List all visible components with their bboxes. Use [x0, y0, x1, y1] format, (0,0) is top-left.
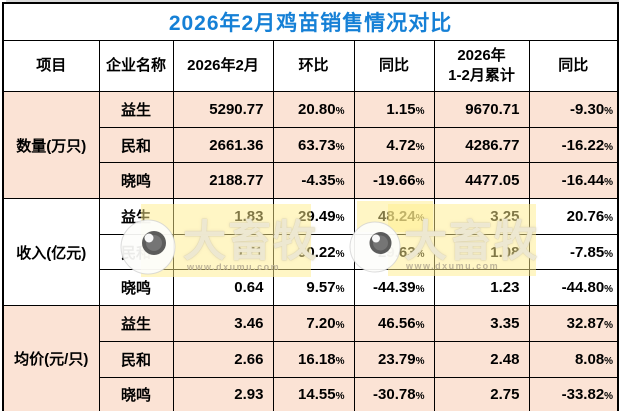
mom-pct-cell: 14.55%	[272, 376, 355, 411]
yoy-pct-cell: 48.24%	[353, 198, 435, 235]
col-header-cum-yoy: 同比	[528, 40, 619, 92]
company-cell: 晓鸣	[98, 162, 174, 200]
company-cell: 益生	[98, 91, 174, 128]
col-header-mom: 环比	[272, 40, 355, 92]
cum-yoy-pct-cell: -33.82%	[528, 376, 619, 411]
cumulative-value-cell: 1.23	[433, 269, 530, 307]
cumulative-value-cell: 3.25	[433, 198, 530, 235]
col-header-cumulative: 2026年 1-2月累计	[433, 40, 530, 92]
company-cell: 益生	[98, 305, 174, 342]
title-row: 2026年2月鸡苗销售情况对比	[2, 2, 619, 41]
mom-pct-cell: 63.73%	[272, 126, 355, 164]
cum-yoy-pct-cell: 32.87%	[528, 305, 619, 342]
table-row: 晓鸣 2.93 14.55% -30.78% 2.75 -33.82%	[3, 376, 619, 411]
mom-pct-cell: 7.20%	[272, 305, 355, 342]
table-row: 数量(万只) 益生 5290.77 20.80% 1.15% 9670.71 -…	[2, 90, 619, 200]
mom-pct-cell: 29.49%	[272, 198, 355, 235]
cumulative-value-cell: 4286.77	[433, 126, 530, 164]
section-label-quantity: 数量(万只)	[2, 90, 100, 200]
cum-yoy-pct-cell: 8.08%	[528, 340, 619, 378]
section-label-avg-price: 均价(元/只)	[2, 305, 100, 411]
yoy-pct-cell: -19.66%	[353, 162, 435, 200]
company-cell: 晓鸣	[98, 376, 174, 411]
feb-value-cell: 2661.36	[172, 126, 274, 164]
cumulative-value-cell: 2.48	[433, 340, 530, 378]
company-cell: 民和	[98, 233, 174, 271]
cum-yoy-pct-cell: 20.76%	[528, 198, 619, 235]
mom-pct-cell: 9.57%	[272, 269, 355, 307]
feb-value-cell: 0.71	[172, 233, 274, 271]
cum-yoy-pct-cell: -16.22%	[528, 126, 619, 164]
col-header-feb: 2026年2月	[172, 40, 274, 92]
cumulative-value-cell: 2.75	[433, 376, 530, 411]
yoy-pct-cell: 4.72%	[353, 126, 435, 164]
cumulative-value-cell: 1.08	[433, 233, 530, 271]
yoy-pct-cell: -44.39%	[353, 269, 435, 307]
table-row: 民和 2.66 16.18% 23.79% 2.48 8.08%	[3, 340, 619, 378]
company-cell: 晓鸣	[98, 269, 174, 307]
company-cell: 民和	[98, 126, 174, 164]
feb-value-cell: 0.64	[172, 269, 274, 307]
col-header-item: 项目	[2, 40, 100, 92]
yoy-pct-cell: 1.15%	[353, 91, 435, 128]
feb-value-cell: 1.83	[172, 198, 274, 235]
company-cell: 民和	[98, 340, 174, 378]
feb-value-cell: 2.93	[172, 376, 274, 411]
cum-yoy-pct-cell: -7.85%	[528, 233, 619, 271]
feb-value-cell: 2.66	[172, 340, 274, 378]
gridline-artifact	[6, 0, 619, 2]
yoy-pct-cell: 46.56%	[353, 305, 435, 342]
yoy-pct-cell: 23.79%	[353, 340, 435, 378]
mom-pct-cell: 90.22%	[272, 233, 355, 271]
cum-yoy-pct-cell: -16.44%	[528, 162, 619, 200]
table-row: 收入(亿元) 益生 1.83 29.49% 48.24% 3.25 20.76%	[2, 198, 619, 307]
mom-pct-cell: -4.35%	[272, 162, 355, 200]
feb-value-cell: 2188.77	[172, 162, 274, 200]
yoy-pct-cell: -30.78%	[353, 376, 435, 411]
mom-pct-cell: 20.80%	[272, 91, 355, 128]
table-title: 2026年2月鸡苗销售情况对比	[2, 2, 619, 41]
table-row: 晓鸣 2188.77 -4.35% -19.66% 4477.05 -16.44…	[3, 162, 619, 200]
header-row: 项目 企业名称 2026年2月 环比 同比 2026年 1-2月累计 同比	[2, 40, 619, 92]
table-row: 均价(元/只) 益生 3.46 7.20% 46.56% 3.35 32.87%	[2, 305, 619, 411]
cumulative-value-cell: 4477.05	[433, 162, 530, 200]
feb-value-cell: 5290.77	[172, 91, 274, 128]
cumulative-value-cell: 3.35	[433, 305, 530, 342]
yoy-pct-cell: 29.63%	[353, 233, 435, 271]
mom-pct-cell: 16.18%	[272, 340, 355, 378]
cum-yoy-pct-cell: -44.80%	[528, 269, 619, 307]
cum-yoy-pct-cell: -9.30%	[528, 91, 619, 128]
cumulative-value-cell: 9670.71	[433, 91, 530, 128]
col-header-yoy: 同比	[353, 40, 435, 92]
col-header-company: 企业名称	[98, 40, 174, 92]
company-cell: 益生	[98, 198, 174, 235]
table-row: 民和 2661.36 63.73% 4.72% 4286.77 -16.22%	[3, 126, 619, 164]
feb-value-cell: 3.46	[172, 305, 274, 342]
section-label-revenue: 收入(亿元)	[2, 198, 100, 307]
